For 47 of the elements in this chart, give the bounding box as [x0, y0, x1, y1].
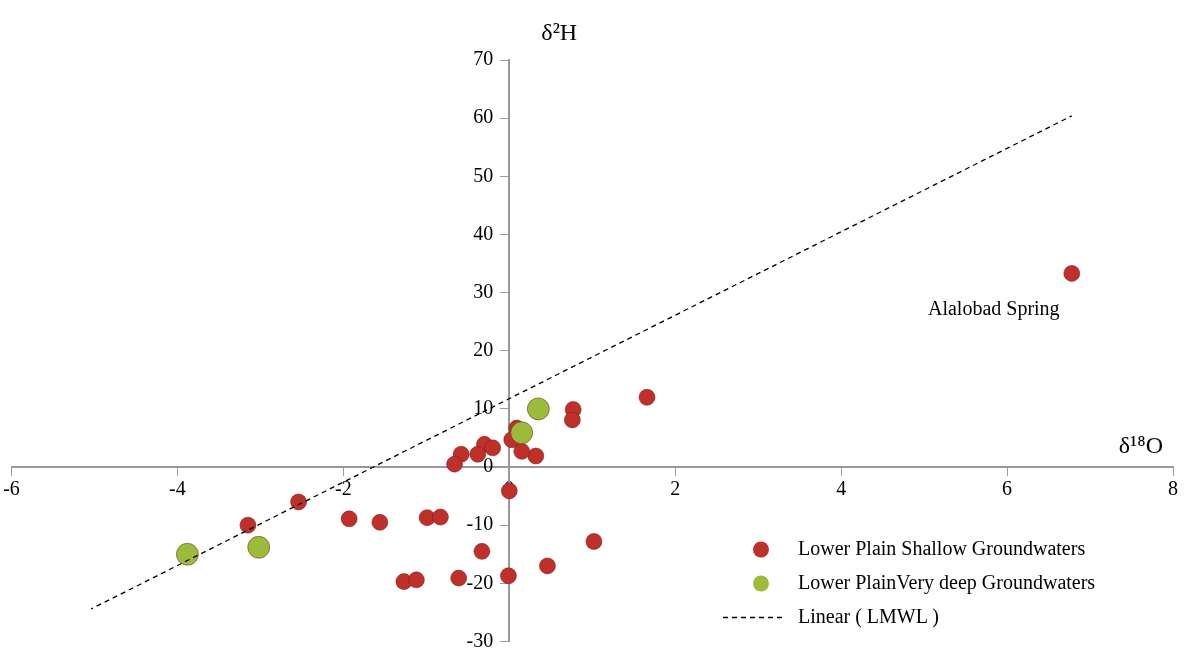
point — [450, 569, 467, 587]
x-tick-label: 8 — [1168, 477, 1178, 500]
x-tick-label: 2 — [670, 477, 681, 500]
y-tick-label: -20 — [466, 570, 494, 593]
x-axis-title: δ¹⁸O — [1118, 432, 1163, 459]
y-tick-label: 30 — [473, 279, 494, 302]
point — [1063, 265, 1081, 282]
y-tick-label: 40 — [473, 221, 494, 244]
point — [290, 493, 307, 511]
point — [564, 411, 581, 429]
point — [527, 397, 550, 421]
y-axis-title: δ²H — [541, 19, 578, 46]
x-tick-label: -4 — [169, 477, 186, 500]
y-tick-label: 70 — [473, 47, 494, 70]
point — [500, 567, 517, 585]
y-tick-label: 10 — [473, 396, 494, 419]
point — [446, 455, 463, 473]
x-tick-label: 4 — [836, 477, 847, 500]
y-tick-label: 0 — [483, 454, 494, 477]
y-tick-label: 50 — [473, 163, 494, 186]
point — [585, 533, 603, 550]
y-tick-label: 60 — [473, 105, 494, 128]
point — [239, 516, 257, 534]
point — [340, 510, 358, 528]
point — [408, 571, 425, 589]
y-tick-label: 20 — [473, 338, 494, 360]
point — [371, 514, 389, 531]
x-tick-label: 6 — [1002, 477, 1013, 500]
point — [484, 439, 501, 457]
y-tick-label: -10 — [466, 512, 494, 535]
point — [527, 447, 545, 465]
point — [176, 543, 199, 566]
legend-label: Lower PlainVery deep Groundwaters — [798, 570, 1096, 594]
point — [432, 508, 449, 526]
legend-label: Linear ( LMWL ) — [798, 604, 939, 628]
x-tick-label: -6 — [3, 477, 20, 500]
point — [473, 543, 491, 560]
annotation: Alalobad Spring — [927, 296, 1060, 320]
point — [501, 482, 518, 500]
y-tick-label: -30 — [466, 628, 494, 651]
point — [638, 389, 656, 406]
point — [247, 536, 270, 559]
point — [539, 557, 556, 575]
point — [513, 443, 530, 460]
point — [510, 421, 533, 444]
x-tick-label: -2 — [335, 477, 352, 500]
legend-label: Lower Plain Shallow Groundwaters — [798, 536, 1086, 559]
